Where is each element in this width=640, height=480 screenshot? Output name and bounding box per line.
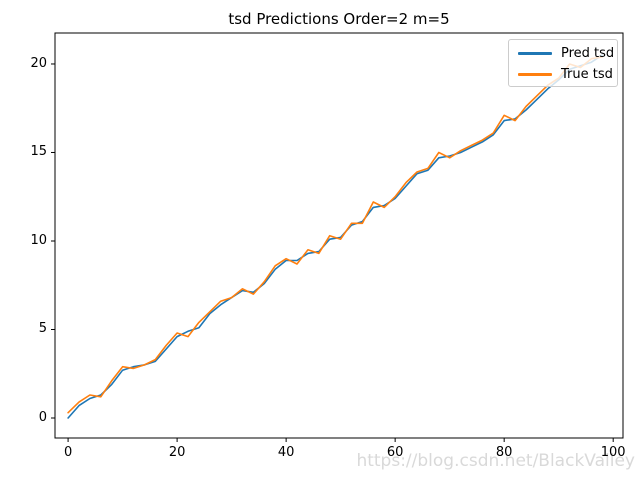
y-tick-label: 20	[30, 55, 47, 71]
x-tick-label: 20	[168, 445, 186, 460]
chart-title: tsd Predictions Order=2 m=5	[228, 10, 450, 28]
x-tick-label: 100	[600, 445, 626, 460]
watermark: https://blog.csdn.net/BlackValley	[356, 451, 635, 471]
legend-item-pred-tsd: Pred tsd	[518, 43, 617, 64]
x-tick-label: 60	[386, 445, 404, 460]
y-tick-label: 0	[38, 409, 47, 425]
y-tick-label: 5	[38, 321, 47, 337]
pred-line-swatch	[518, 52, 552, 55]
x-tick-label: 40	[277, 445, 295, 460]
axes-frame	[54, 32, 624, 439]
x-tick-label: 80	[495, 445, 513, 460]
legend-item-true-tsd: True tsd	[518, 64, 617, 85]
y-tick-label: 15	[30, 144, 47, 160]
legend-label-true: True tsd	[561, 67, 613, 82]
true-line-swatch	[518, 73, 552, 76]
true-tsd-line	[67, 56, 604, 414]
legend: Pred tsd True tsd	[508, 39, 618, 87]
y-tick-label: 10	[30, 232, 47, 248]
legend-label-pred: Pred tsd	[561, 46, 615, 61]
x-tick-label: 0	[63, 445, 73, 460]
